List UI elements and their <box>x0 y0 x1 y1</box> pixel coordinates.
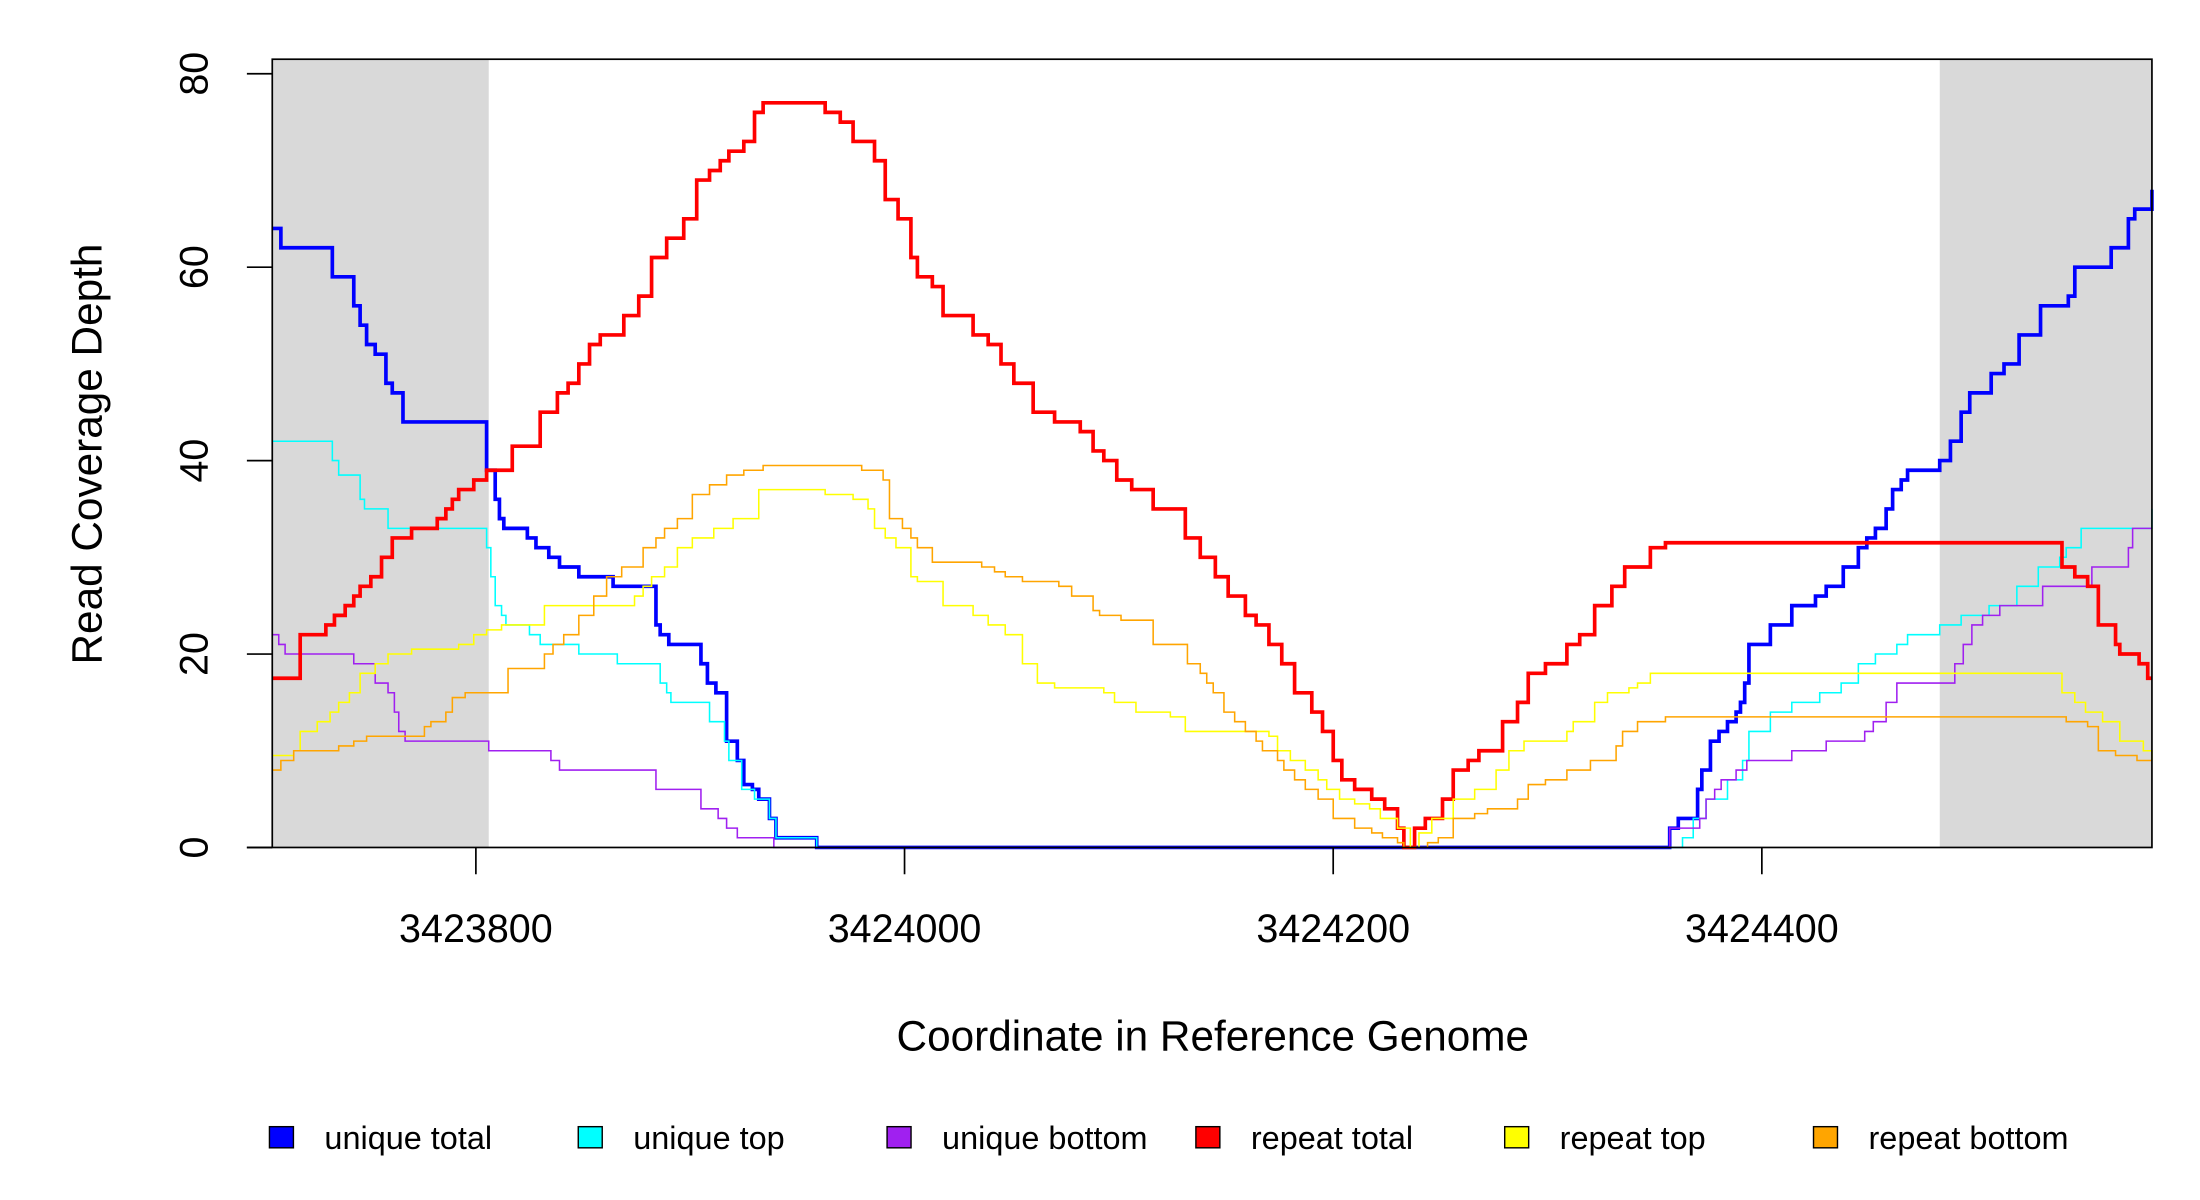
legend: unique total unique top unique bottom repea… <box>268 1120 2069 1156</box>
y-tick-label: 0 <box>172 836 216 858</box>
series-lines <box>272 100 2154 850</box>
legend-item: repeat total <box>1195 1120 1413 1156</box>
x-tick-label: 3423800 <box>399 907 553 951</box>
series-line-unique-total <box>272 189 2154 850</box>
legend-label: repeat bottom <box>1869 1120 2069 1156</box>
y-axis-title: Read Coverage Depth <box>64 244 111 665</box>
series-line-repeat-bottom <box>272 464 2152 849</box>
legend-label: repeat total <box>1251 1120 1413 1156</box>
legend-swatch <box>886 1125 912 1149</box>
legend-item: unique bottom <box>886 1120 1148 1156</box>
shaded-regions <box>272 59 2152 848</box>
x-tick-label: 3424200 <box>1256 907 1410 951</box>
shaded-region <box>272 59 489 848</box>
series-line-unique-top <box>272 440 2153 849</box>
series-line-repeat-total <box>272 100 2152 850</box>
legend-swatch <box>577 1125 603 1149</box>
y-tick-label: 20 <box>172 632 216 676</box>
y-tick-label: 80 <box>172 52 216 96</box>
plot-frame <box>271 58 2153 849</box>
legend-label: unique bottom <box>942 1120 1147 1156</box>
series-line-repeat-top <box>272 488 2153 849</box>
x-axis: 3423800 3424000 3424200 3424400 <box>399 847 1839 951</box>
legend-item: unique top <box>577 1120 785 1156</box>
x-tick-label: 3424400 <box>1685 907 1839 951</box>
legend-item: repeat bottom <box>1812 1120 2069 1156</box>
y-tick-label: 40 <box>172 439 216 483</box>
x-axis-title: Coordinate in Reference Genome <box>897 1013 1529 1060</box>
series-line-unique-bottom <box>272 527 2152 849</box>
legend-swatch <box>1812 1125 1839 1149</box>
legend-label: unique top <box>633 1120 784 1156</box>
legend-swatch <box>268 1125 295 1149</box>
y-tick-label: 60 <box>172 245 216 289</box>
y-axis: 0 20 40 60 80 <box>172 52 273 858</box>
legend-item: unique total <box>268 1120 492 1156</box>
legend-label: unique total <box>324 1120 492 1156</box>
legend-swatch <box>1195 1125 1221 1149</box>
legend-item: repeat top <box>1503 1120 1706 1156</box>
legend-label: repeat top <box>1560 1120 1706 1156</box>
shaded-region <box>1939 59 2152 848</box>
legend-swatch <box>1503 1125 1530 1149</box>
x-tick-label: 3424000 <box>828 907 982 951</box>
